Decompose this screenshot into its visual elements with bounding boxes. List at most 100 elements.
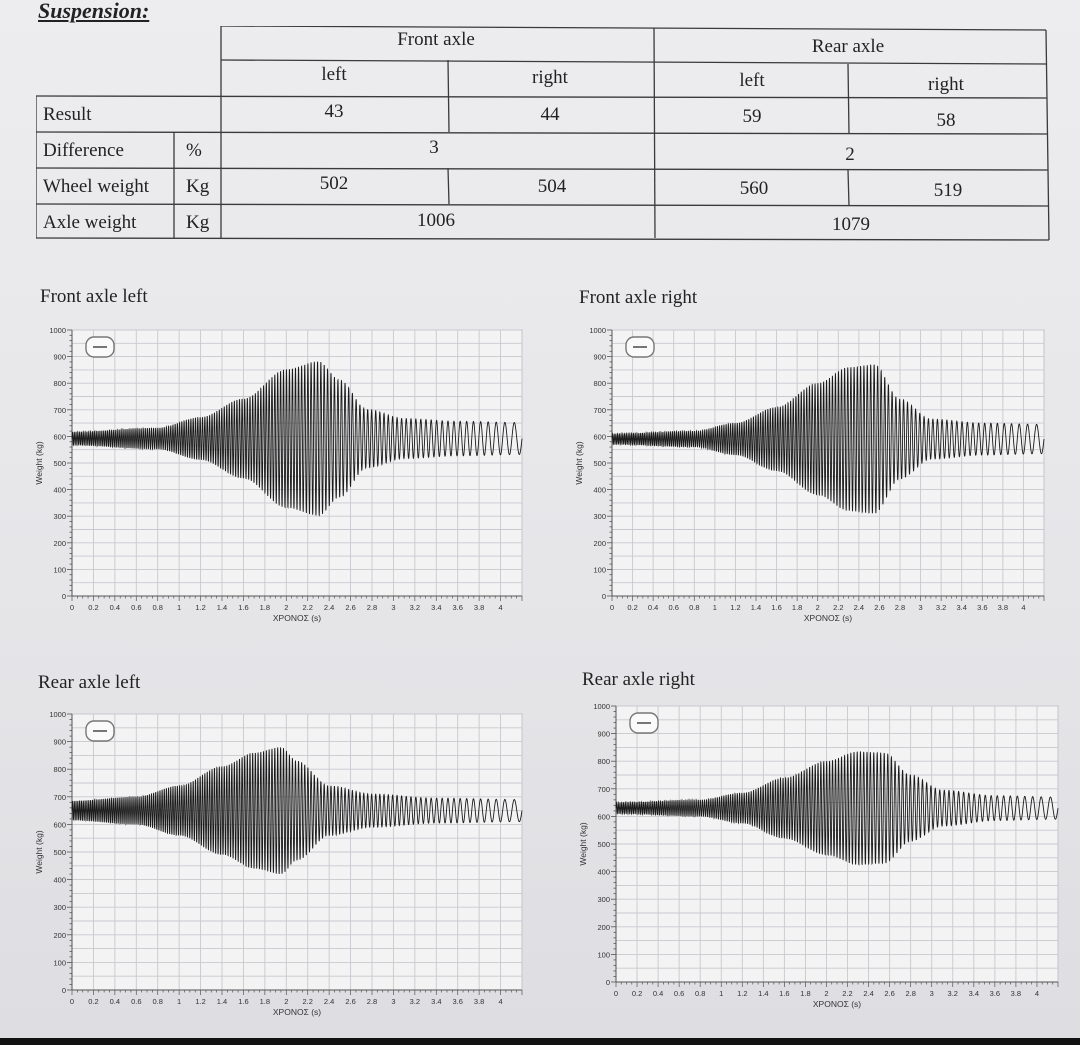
y-axis-label: Weight (kg): [34, 441, 44, 484]
front-axle-left-chart: 0 100 200 300 400 500 600 700 800 900 1000 Weight (…: [34, 326, 523, 623]
x-tick-label: 0.8: [689, 603, 699, 612]
y-tick-label: 300: [597, 895, 610, 904]
x-tick-label: 2.4: [854, 603, 864, 612]
wheel-weight-label: Wheel weight: [43, 176, 150, 197]
x-tick-label: 2: [816, 603, 820, 612]
x-tick-label: 3.8: [998, 603, 1008, 612]
y-tick-label: 400: [53, 876, 66, 885]
x-tick-label: 4: [1021, 603, 1025, 612]
x-tick-label: 1.2: [195, 997, 205, 1006]
x-tick-label: 2.4: [863, 989, 873, 998]
x-tick-label: 4: [498, 603, 502, 612]
x-tick-label: 2.6: [345, 603, 355, 612]
x-tick-label: 2.2: [833, 603, 843, 612]
x-tick-label: 0.2: [627, 603, 637, 612]
x-tick-label: 1: [719, 989, 723, 998]
grid-lines: [615, 705, 1059, 983]
page-title: Suspension:: [38, 0, 150, 23]
x-tick-label: 4: [1035, 989, 1039, 998]
y-tick-label: 900: [53, 738, 66, 747]
table-grid: [36, 26, 1050, 241]
x-tick-label: 2.2: [302, 997, 312, 1006]
x-tick-label: 1.4: [751, 603, 761, 612]
y-tick-label: 900: [53, 353, 66, 362]
x-tick-label: 2.8: [895, 603, 905, 612]
bottom-edge: [0, 1038, 1080, 1045]
axle-weight-front: 1006: [417, 210, 455, 231]
y-tick-label: 200: [597, 923, 610, 932]
x-tick-label: 1.2: [730, 603, 740, 612]
y-tick-label: 400: [53, 486, 66, 495]
x-tick-label: 2: [824, 989, 828, 998]
wheel-weight-rear-right: 519: [933, 180, 963, 201]
x-tick-label: 1.8: [800, 989, 810, 998]
y-tick-label: 0: [606, 978, 610, 987]
x-tick-label: 1.4: [217, 603, 227, 612]
x-tick-label: 0.2: [632, 989, 642, 998]
y-tick-label: 500: [597, 840, 610, 849]
x-tick-label: 3: [391, 603, 395, 612]
x-tick-label: 0.2: [88, 997, 98, 1006]
x-tick-label: 1.6: [238, 603, 248, 612]
chart-title-front-right: Front axle right: [579, 287, 698, 308]
x-tick-label: 3.6: [452, 997, 462, 1006]
x-axis: 0 0.2 0.4 0.6 0.8 1 1.2 1.4 1.6 1.8 2 2.2 2.4 2.6 2.8 3…: [70, 595, 523, 623]
x-tick-label: 3.4: [956, 603, 966, 612]
y-tick-label: 1000: [593, 702, 610, 711]
wheel-weight-unit: Kg: [186, 176, 210, 197]
y-tick-label: 200: [53, 931, 66, 940]
y-tick-label: 600: [593, 432, 606, 441]
y-axis-label: Weight (kg): [574, 441, 584, 484]
y-tick-label: 400: [597, 868, 610, 877]
y-tick-label: 500: [593, 459, 606, 468]
x-tick-label: 3.8: [474, 997, 484, 1006]
y-tick-label: 300: [593, 512, 606, 521]
y-tick-label: 100: [593, 565, 606, 574]
x-tick-label: 0.4: [110, 997, 120, 1006]
y-tick-label: 700: [597, 785, 610, 794]
x-axis-label: ΧΡΟΝΟΣ (s): [804, 613, 852, 623]
difference-unit: %: [186, 140, 202, 161]
x-tick-label: 3.6: [990, 989, 1000, 998]
x-tick-label: 3.8: [474, 603, 484, 612]
y-tick-label: 0: [62, 592, 66, 601]
x-tick-label: 0.4: [648, 603, 658, 612]
x-tick-label: 0: [614, 989, 618, 998]
suspension-results-table: Front axle Rear axle left right left rig…: [36, 26, 1052, 242]
y-tick-label: 200: [593, 539, 606, 548]
x-tick-label: 1: [177, 997, 181, 1006]
y-axis-label: Weight (kg): [578, 822, 588, 865]
y-tick-label: 700: [593, 406, 606, 415]
result-front-left: 43: [324, 101, 344, 122]
y-tick-label: 100: [53, 958, 66, 967]
x-tick-label: 3.6: [452, 603, 462, 612]
x-tick-label: 1.8: [260, 997, 270, 1006]
x-axis-label: ΧΡΟΝΟΣ (s): [273, 1007, 321, 1017]
y-tick-label: 500: [53, 848, 66, 857]
y-axis: 0 100 200 300 400 500 600 700 800 900 1000 Weight (…: [34, 710, 73, 995]
x-tick-label: 0.6: [668, 603, 678, 612]
grid-lines: [611, 329, 1045, 597]
x-tick-label: 0.8: [152, 997, 162, 1006]
y-tick-label: 0: [62, 986, 66, 995]
x-tick-label: 0.4: [653, 989, 663, 998]
x-tick-label: 3: [918, 603, 922, 612]
x-axis-label: ΧΡΟΝΟΣ (s): [813, 999, 861, 1009]
y-tick-label: 300: [53, 903, 66, 912]
y-tick-label: 200: [53, 539, 66, 548]
result-rear-left: 59: [742, 106, 762, 127]
rear-axle-right-chart: 0 100 200 300 400 500 600 700 800 900 1000 Weight (…: [578, 702, 1059, 1009]
y-tick-label: 800: [597, 757, 610, 766]
axle-weight-rear: 1079: [832, 214, 870, 235]
y-tick-label: 1000: [49, 326, 66, 335]
wheel-weight-front-right: 504: [537, 176, 567, 197]
x-tick-label: 2.2: [302, 603, 312, 612]
x-tick-label: 3: [391, 997, 395, 1006]
y-tick-label: 300: [53, 512, 66, 521]
x-tick-label: 2.8: [905, 989, 915, 998]
y-tick-label: 1000: [49, 710, 66, 719]
axle-weight-unit: Kg: [186, 212, 210, 233]
difference-front: 3: [429, 137, 439, 158]
y-tick-label: 600: [53, 432, 66, 441]
x-tick-label: 3.2: [936, 603, 946, 612]
